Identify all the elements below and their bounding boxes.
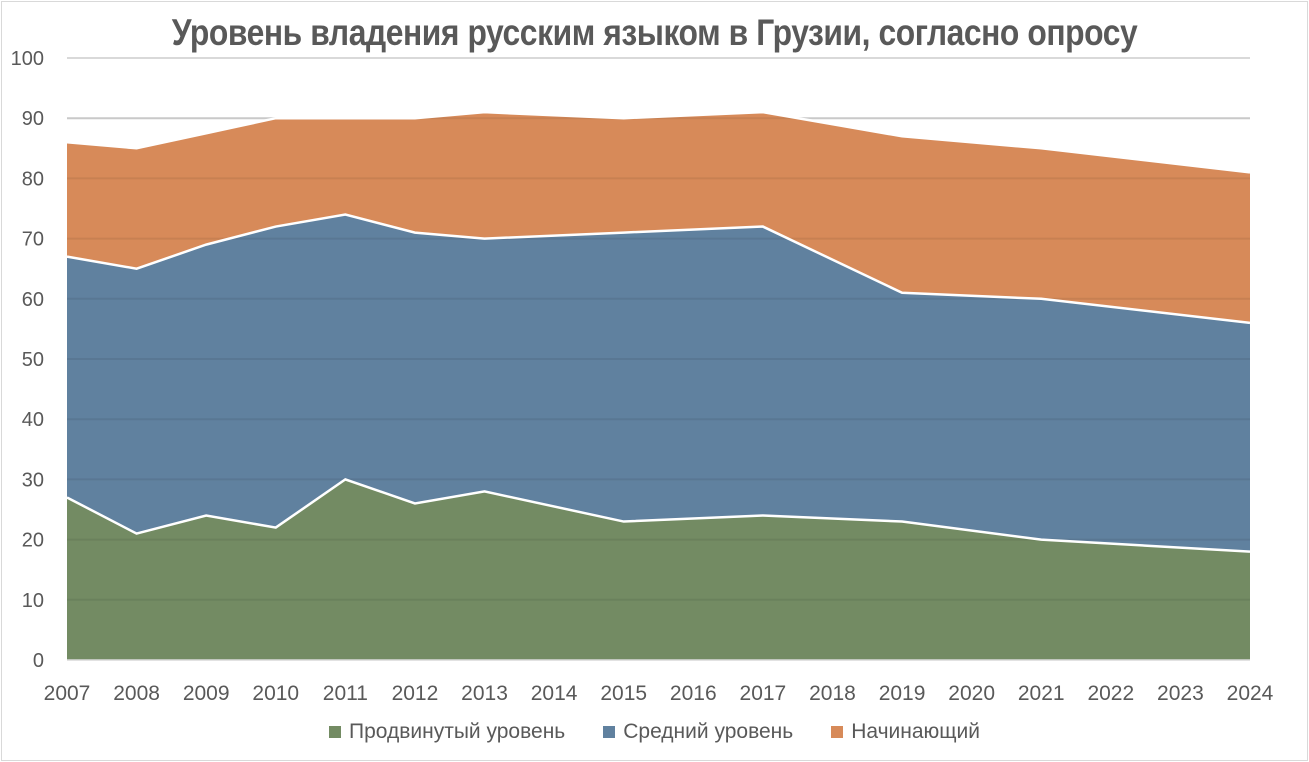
legend-item-advanced: Продвинутый уровень xyxy=(328,720,566,744)
x-tick-label: 2009 xyxy=(183,682,230,705)
y-tick-label: 40 xyxy=(22,409,44,431)
y-tick-label: 100 xyxy=(11,48,44,70)
x-tick-label: 2019 xyxy=(879,682,926,705)
x-tick-label: 2022 xyxy=(1087,682,1134,705)
x-tick-label: 2020 xyxy=(948,682,995,705)
x-tick-label: 2011 xyxy=(323,682,368,705)
x-tick-label: 2016 xyxy=(670,682,717,705)
legend-swatch xyxy=(603,726,616,738)
x-tick-label: 2007 xyxy=(44,682,91,705)
x-tick-label: 2012 xyxy=(392,682,439,705)
area-series-1 xyxy=(67,214,1250,552)
legend-item-beginner: Начинающий xyxy=(831,720,980,744)
area-series-2 xyxy=(67,112,1250,323)
x-tick-label: 2014 xyxy=(531,682,578,705)
area-series-0 xyxy=(67,479,1250,660)
legend-label: Средний уровень xyxy=(623,720,794,743)
y-tick-label: 50 xyxy=(22,349,44,371)
y-tick-label: 80 xyxy=(22,168,44,190)
legend: Продвинутый уровень Средний уровень Начи… xyxy=(0,720,1309,744)
y-tick-label: 90 xyxy=(22,108,44,130)
x-tick-label: 2010 xyxy=(252,682,299,705)
legend-item-intermediate: Средний уровень xyxy=(603,720,793,744)
x-tick-label: 2013 xyxy=(461,682,508,705)
legend-label: Продвинутый уровень xyxy=(348,720,566,743)
y-tick-label: 20 xyxy=(22,530,44,552)
legend-swatch xyxy=(328,726,341,738)
x-tick-label: 2024 xyxy=(1227,682,1274,705)
series-boundary-1 xyxy=(66,213,1251,325)
chart-title: Уровень владения русским языком в Грузии… xyxy=(171,12,1138,53)
series-boundary-0 xyxy=(66,478,1251,553)
y-tick-label: 10 xyxy=(22,590,44,612)
y-tick-label: 30 xyxy=(22,469,44,491)
y-tick-label: 60 xyxy=(22,289,44,311)
x-tick-label: 2021 xyxy=(1018,682,1065,705)
x-tick-label: 2017 xyxy=(740,682,787,705)
x-tick-label: 2023 xyxy=(1157,682,1204,705)
x-tick-label: 2018 xyxy=(809,682,856,705)
x-tick-label: 2015 xyxy=(600,682,647,705)
legend-label: Начинающий xyxy=(851,720,981,743)
y-tick-label: 0 xyxy=(33,650,44,672)
series-boundary-2 xyxy=(66,110,1251,174)
y-tick-label: 70 xyxy=(22,229,44,251)
x-tick-label: 2008 xyxy=(113,682,160,705)
legend-swatch xyxy=(831,726,844,738)
